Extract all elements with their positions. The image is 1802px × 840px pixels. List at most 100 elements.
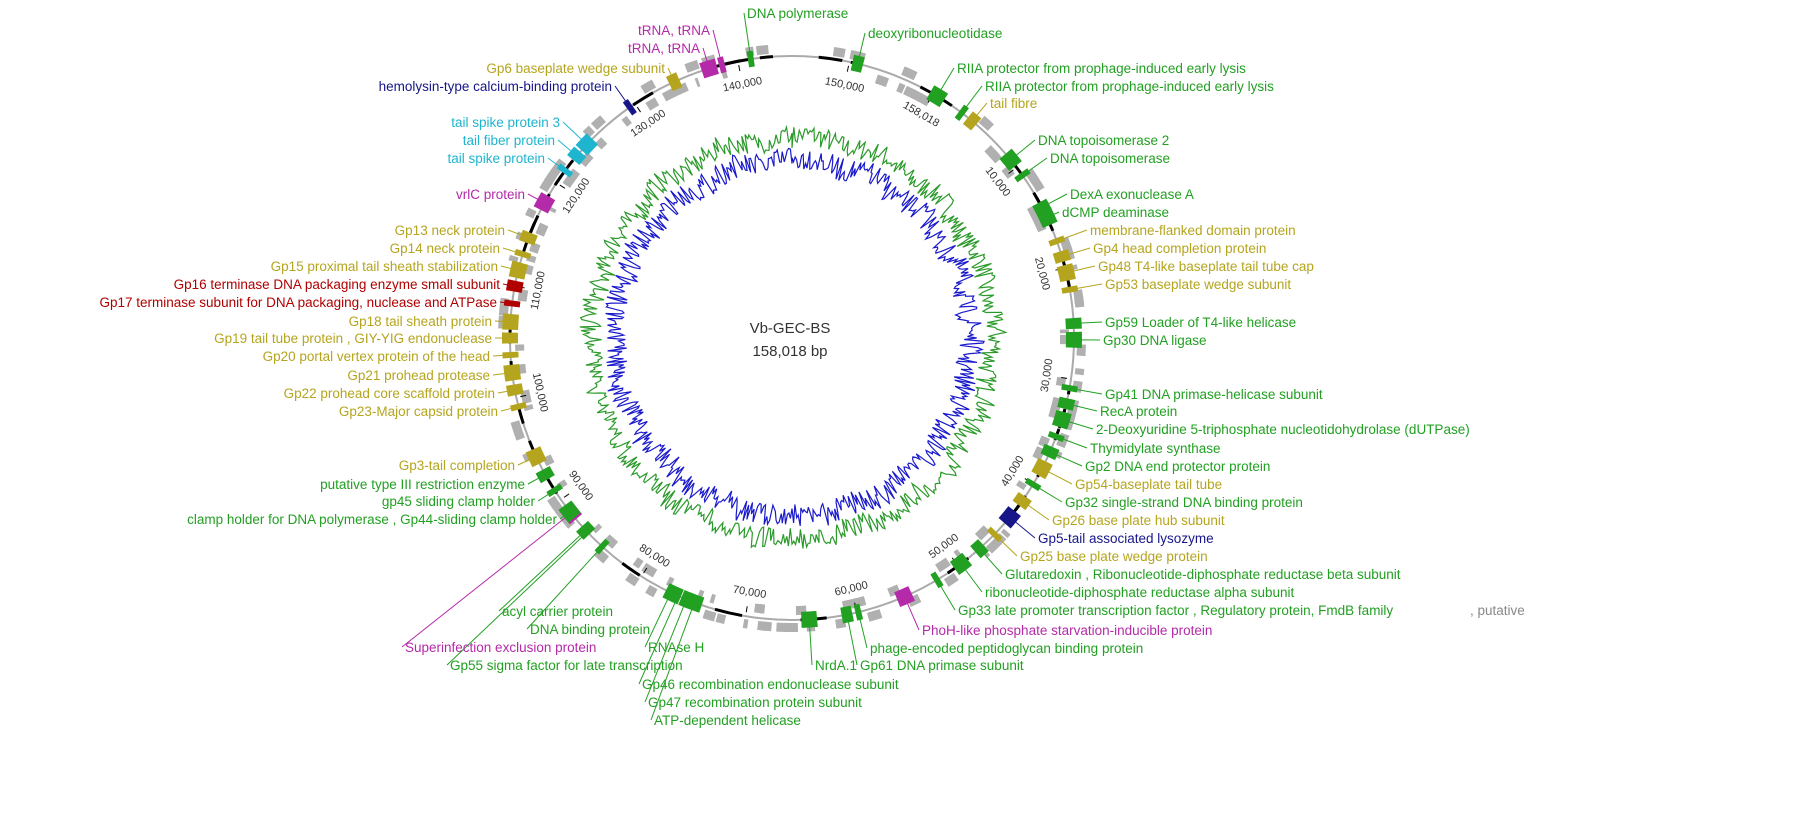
feature [850, 54, 865, 73]
feature [894, 586, 916, 608]
orf [645, 584, 658, 598]
feature [949, 552, 973, 575]
orf [1015, 480, 1027, 491]
tick-mark [636, 106, 641, 113]
feature [801, 610, 818, 628]
orf [568, 168, 581, 180]
feature [525, 446, 547, 468]
feature [840, 605, 854, 624]
feature [1031, 457, 1053, 480]
feature [970, 539, 989, 559]
feature [662, 583, 680, 603]
orf [499, 306, 509, 311]
feature-label: RIIA protector from prophage-induced ear… [957, 61, 1246, 76]
orf [702, 609, 717, 622]
feature [999, 148, 1022, 171]
backbone-segment [621, 562, 641, 577]
leader-line [809, 625, 813, 666]
tick-label: 140,000 [722, 75, 763, 94]
orf [595, 137, 608, 150]
feature-label: Gp15 proximal tail sheath stabilization [271, 259, 498, 274]
feature [684, 592, 705, 613]
feature-label: Gp4 head completion protein [1093, 241, 1266, 256]
leader-line [498, 533, 582, 612]
orf [1032, 215, 1046, 231]
tick-mark [846, 65, 850, 72]
orf [757, 620, 768, 631]
feature [575, 133, 599, 156]
feature-label: Gp17 terminase subunit for DNA packaging… [100, 295, 498, 310]
orf [1073, 289, 1084, 304]
leader-line [1037, 487, 1063, 503]
orf [632, 557, 644, 569]
orf [875, 74, 889, 87]
feature [926, 85, 949, 108]
tick-label: 20,000 [1032, 256, 1052, 292]
leader-line [1047, 470, 1073, 485]
tick-mark [520, 394, 527, 398]
feature-label: Gp14 neck protein [390, 241, 500, 256]
tick-label: 90,000 [566, 469, 595, 503]
orf [867, 609, 883, 622]
feature-label: Gp59 Loader of T4-like helicase [1105, 315, 1296, 330]
orf [913, 91, 924, 102]
feature-label: Gp54-baseplate tail tube [1075, 477, 1222, 492]
genome-name: Vb-GEC-BS [750, 320, 831, 337]
leader-line [502, 247, 518, 253]
feature [1052, 248, 1072, 264]
feature [1024, 477, 1042, 492]
leader-line [638, 601, 676, 685]
leader-line [858, 32, 866, 59]
feature [567, 146, 587, 166]
backbone-segment [516, 405, 525, 425]
feature [1065, 331, 1082, 348]
feature-label: Gp46 recombination endonuclease subunit [642, 677, 899, 692]
feature [1047, 431, 1065, 443]
feature-label: 2-Deoxyuridine 5-triphosphate nucleotido… [1096, 422, 1470, 437]
feature-label: Gp61 DNA primase subunit [860, 658, 1024, 673]
leader-line [1067, 420, 1094, 430]
feature-label: Gp47 recombination protein subunit [648, 695, 862, 710]
leader-line [614, 85, 627, 103]
feature [1061, 285, 1079, 294]
orf [582, 125, 595, 138]
orf [542, 454, 555, 467]
feature-label: NrdA.1 [815, 658, 857, 673]
feature [1057, 396, 1076, 411]
feature [853, 603, 864, 621]
leader-line [702, 47, 708, 63]
orf [974, 525, 991, 541]
leader-line [1079, 321, 1103, 324]
feature-label: Glutaredoxin , Ribonucleotide-diphosphat… [1005, 567, 1401, 582]
tick-label: 30,000 [1039, 358, 1056, 393]
feature [1040, 443, 1060, 461]
leader-line [712, 29, 721, 60]
feature [930, 571, 944, 589]
leader-line [517, 458, 531, 466]
backbone-segment [818, 55, 843, 63]
feature-label: putative type III restriction enzyme [320, 477, 525, 492]
feature-label: Gp23-Major capsid protein [339, 404, 498, 419]
leader-line [847, 620, 858, 666]
orf [1032, 448, 1045, 460]
leader-line [547, 157, 561, 168]
feature-label: Gp32 single-strand DNA binding protein [1065, 495, 1303, 510]
feature-label: Gp22 prohead core scaffold protein [284, 386, 495, 401]
orf [536, 223, 548, 236]
leader-line [446, 535, 584, 666]
backbone-segment [527, 214, 540, 237]
tick-mark [643, 567, 648, 574]
feature [556, 163, 574, 178]
tick-label: 50,000 [927, 532, 961, 562]
leader-line [537, 493, 550, 502]
feature-label: PhoH-like phosphate starvation-inducible… [922, 623, 1212, 638]
leader-line [527, 193, 540, 201]
feature [546, 483, 563, 498]
orf [578, 151, 594, 167]
feature [558, 500, 581, 523]
feature [1048, 235, 1066, 247]
feature-label: Gp6 baseplate wedge subunit [486, 61, 665, 76]
orf [686, 59, 700, 73]
orf [755, 44, 769, 56]
